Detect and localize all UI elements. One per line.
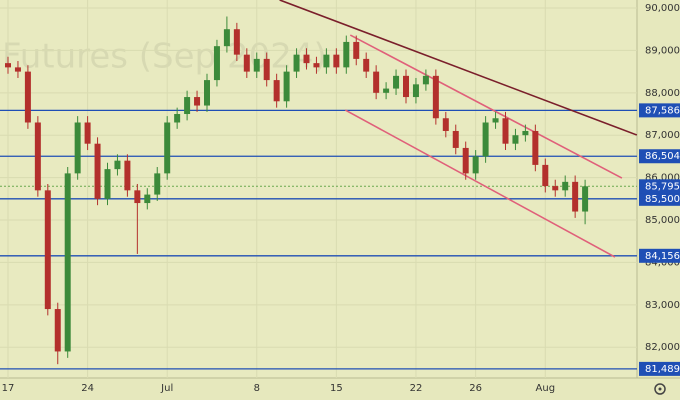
last-price-label: 85,795 [645,181,680,192]
candle-body [104,169,111,199]
y-tick-label: 90,000 [645,3,680,14]
candle-body [373,71,380,93]
candle-body [502,118,509,144]
trendline [279,0,638,136]
candle-body [452,130,459,148]
candle-body [14,67,21,72]
candle-body [512,135,519,144]
y-tick-label: 82,000 [645,342,680,353]
level-label: 81,489 [645,364,680,375]
x-tick-label: 15 [330,383,343,394]
candle-body [393,75,400,89]
candle-body [94,143,101,199]
candle-body [293,54,300,72]
candle-body [412,84,419,98]
x-tick-label: 26 [469,383,482,394]
candle-body [174,114,181,123]
y-tick-label: 85,000 [645,215,680,226]
candle-body [223,29,230,47]
candle-body [84,122,91,144]
candle-body [562,181,569,191]
candle-body [114,160,121,170]
candle-body [582,186,589,212]
y-tick-label: 88,000 [645,88,680,99]
candle-body [74,122,81,174]
candle-body [134,190,141,204]
candle-body [263,58,270,81]
candle-body [403,75,409,98]
settings-icon[interactable] [654,383,666,395]
candle-body [442,118,449,131]
candle-body [482,122,489,157]
candle-body [303,54,310,64]
candle-body [522,130,529,136]
candle-body [532,130,539,165]
trendline [349,34,623,179]
candle-body [184,97,191,115]
candle-body [273,80,280,102]
candle-body [363,58,370,72]
x-tick-label: Aug [536,383,556,394]
candle-body [552,186,559,191]
candle-body [54,309,61,352]
x-tick-label: Jul [160,383,173,394]
level-label: 87,586 [645,105,680,116]
candle-body [243,54,250,72]
level-label-box [639,361,680,376]
candle-body [313,63,320,68]
candle-body [343,41,350,68]
candle-body [253,58,260,72]
y-tick-label: 86,000 [645,173,680,184]
level-label-box [639,248,680,263]
level-label: 86,504 [645,151,680,162]
candle-body [154,173,161,195]
candle-body [24,71,31,123]
last-price-box [639,179,680,194]
candle-body [422,75,429,85]
y-tick-label: 87,000 [645,130,680,141]
candle-body [194,97,201,106]
level-label-box [639,191,680,206]
watermark: Futures (Sep 2024) [2,37,327,77]
candle-body [283,71,290,102]
y-tick-label: 84,000 [645,257,680,268]
settings-icon-dot[interactable] [658,387,662,391]
settings-icon-ring[interactable] [654,383,666,395]
level-label: 85,500 [645,194,680,205]
x-tick-label: 17 [2,383,15,394]
level-label-box [639,103,680,118]
candle-body [144,194,151,204]
candle-body [572,181,579,212]
candle-body [472,156,479,174]
candle-body [383,88,390,93]
level-label-box [639,149,680,164]
candle-body [353,41,360,59]
candle-body [34,122,41,191]
candle-body [204,80,210,106]
x-tick-label: 8 [254,383,260,394]
candle-body [64,173,71,352]
candle-body [124,160,131,191]
candle-body [333,54,340,68]
candle-body [323,54,330,68]
x-tick-label: 22 [410,383,423,394]
candle-body [542,164,549,187]
x-tick-label: 24 [81,383,94,394]
candle-body [432,75,439,119]
level-label: 84,156 [645,251,680,262]
candle-body [213,46,220,81]
candle-body [44,190,51,310]
candle-body [462,147,469,174]
candle-body [492,118,499,123]
y-tick-label: 89,000 [645,45,680,56]
trendline [344,109,616,258]
candle-body [233,29,240,55]
candle-body [164,122,171,174]
y-tick-label: 83,000 [645,300,680,311]
candle-body [5,63,11,68]
